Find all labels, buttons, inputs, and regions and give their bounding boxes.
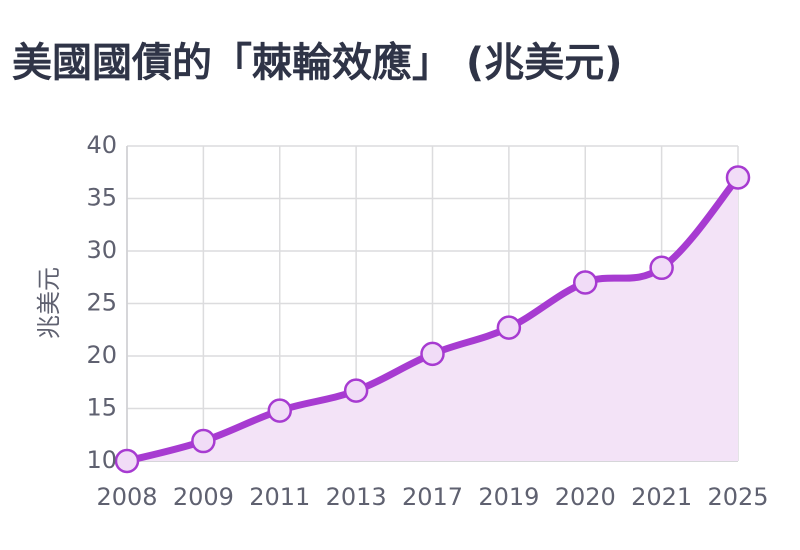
x-tick-label: 2009 bbox=[173, 483, 234, 511]
x-tick-label: 2019 bbox=[478, 483, 539, 511]
x-tick-label: 2011 bbox=[249, 483, 310, 511]
data-point[interactable] bbox=[649, 255, 674, 281]
data-point[interactable] bbox=[496, 315, 522, 340]
y-tick-label: 15 bbox=[86, 394, 117, 422]
chart-title: 美國國債的「棘輪效應」 (兆美元) bbox=[12, 40, 623, 86]
x-tick-label: 2020 bbox=[555, 483, 616, 511]
y-tick-label: 40 bbox=[86, 131, 117, 159]
data-point[interactable] bbox=[420, 341, 445, 367]
x-tick-label: 2013 bbox=[326, 483, 387, 511]
data-point[interactable] bbox=[114, 448, 140, 474]
y-tick-label: 30 bbox=[86, 236, 117, 264]
x-tick-labels: 2008 2009 2011 2013 2017 2019 2020 2021 2025 bbox=[96, 483, 768, 511]
x-tick-label: 2025 bbox=[707, 483, 768, 511]
x-tick-label: 2008 bbox=[96, 483, 157, 511]
y-tick-label: 10 bbox=[86, 446, 117, 474]
data-point[interactable] bbox=[191, 428, 216, 454]
data-point[interactable] bbox=[725, 165, 751, 190]
data-points bbox=[114, 165, 751, 474]
y-tick-labels: 10 15 20 25 30 35 40 bbox=[86, 131, 117, 474]
data-point[interactable] bbox=[343, 378, 369, 403]
data-point[interactable] bbox=[267, 398, 292, 423]
data-point[interactable] bbox=[573, 270, 598, 295]
y-tick-label: 20 bbox=[86, 341, 117, 369]
y-tick-label: 35 bbox=[86, 184, 117, 212]
y-tick-label: 25 bbox=[86, 289, 117, 317]
x-tick-label: 2021 bbox=[631, 483, 692, 511]
area-layer bbox=[127, 177, 738, 461]
x-tick-label: 2017 bbox=[402, 483, 463, 511]
series-area bbox=[127, 177, 738, 461]
y-axis-label: 兆美元 bbox=[35, 267, 63, 339]
